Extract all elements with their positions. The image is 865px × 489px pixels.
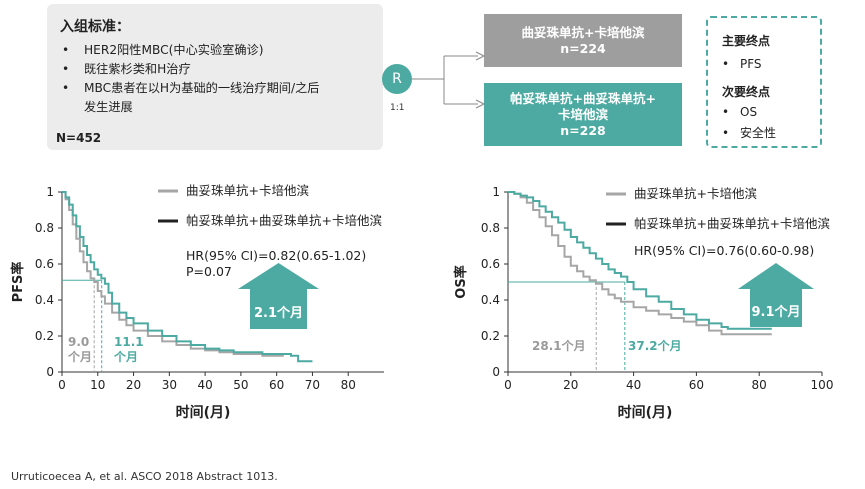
sample-size: N=452 [56,131,102,145]
x-tick-label: 60 [689,378,704,392]
y-axis-title: OS率 [453,265,469,298]
hazard-ratio-text: HR(95% CI)=0.76(0.60-0.98) [634,243,814,258]
x-tick-label: 0 [504,378,512,392]
x-tick-label: 80 [341,378,356,392]
arrowhead-icon [475,99,486,109]
hazard-ratio-text: HR(95% CI)=0.82(0.65-1.02) [186,248,366,263]
randomization-circle: R [382,64,412,94]
criteria-item-continuation: 发生进展 [84,100,133,114]
pfs-chart: 00.20.40.60.810 10 20 30 40 50 60 70 80时间(月)PFS率… [10,183,384,421]
p-value-text: P=0.07 [186,264,232,279]
randomization-connectors [412,51,486,109]
median-unit-label: 个月 [113,349,138,364]
y-tick-label: 0 [46,365,54,379]
randomization-ratio: 1:1 [390,103,405,113]
endpoints-box: 主要终点 • PFS 次要终点 • OS • 安全性 [706,16,822,148]
endpoint-label: 安全性 [740,126,777,140]
reference-text: Urruticoecea A, et al. ASCO 2018 Abstrac… [11,470,278,483]
legend-label: 帕妥珠单抗+曲妥珠单抗+卡培他滨 [186,213,382,228]
os-chart: 0 0.2 0.4 0.6 0.8 1 0 20 40 60 80 100 时间(月) OS率 曲妥珠单抗+… [453,185,833,421]
x-tick-label: 40 [197,378,212,392]
y-tick-label: 1 [46,185,54,199]
arm-trastuzumab-capecitabine: 曲妥珠单抗+卡培他滨 n=224 [484,14,682,67]
criteria-item: 既往紫杉类和H治疗 [60,60,319,79]
primary-endpoint-item: • PFS [722,57,762,71]
y-tick-label: 0.8 [481,221,500,235]
median-value-label: 9.0 [68,335,89,349]
median-value-label: 37.2个月 [628,338,682,353]
up-arrow-icon [238,263,319,329]
bullet-icon: • [722,57,730,71]
difference-label: 9.1个月 [751,304,800,320]
y-tick-label: 0.2 [35,329,54,343]
y-axis-title: PFS率 [10,262,26,303]
y-tick-label: 0.4 [35,293,54,307]
legend-label: 帕妥珠单抗+曲妥珠单抗+卡培他滨 [634,216,830,231]
endpoint-label: PFS [740,57,762,71]
km-curve-treatment [508,191,772,330]
primary-endpoint-title: 主要终点 [722,34,771,48]
median-value-label: 11.1 [114,335,144,349]
y-tick-label: 0.2 [481,329,500,343]
x-tick-label: 60 [269,378,284,392]
y-tick-label: 0.6 [481,257,500,271]
km-curve-treatment [62,191,313,363]
x-tick-label: 30 [162,378,177,392]
y-tick-label: 1 [492,185,500,199]
y-tick-label: 0 [492,365,500,379]
x-tick-label: 80 [752,378,767,392]
difference-label: 2.1个月 [254,305,303,321]
legend-label: 曲妥珠单抗+卡培他滨 [634,186,757,201]
x-tick-label: 10 [90,378,105,392]
x-tick-label: 70 [305,378,320,392]
arm-label: 曲妥珠单抗+卡培他滨 [521,24,645,40]
secondary-endpoint-item: • 安全性 [722,124,776,141]
y-tick-label: 0.8 [35,221,54,235]
inclusion-criteria-box: 入组标准： HER2阳性MBC(中心实验室确诊) 既往紫杉类和H治疗 MBC患者… [47,4,383,150]
criteria-item: MBC患者在以H为基础的一线治疗期间/之后 [60,79,319,98]
criteria-list: HER2阳性MBC(中心实验室确诊) 既往紫杉类和H治疗 MBC患者在以H为基础… [60,41,319,117]
criteria-title: 入组标准： [60,19,130,35]
arrowhead-icon [475,51,486,61]
x-tick-label: 20 [126,378,141,392]
endpoint-label: OS [740,105,758,119]
x-axis-title: 时间(月) [176,404,231,421]
x-tick-label: 100 [811,378,834,392]
x-tick-label: 0 [58,378,66,392]
km-curve-control [508,191,772,336]
bullet-icon: • [722,126,730,140]
x-tick-label: 50 [233,378,248,392]
arm-pertuzumab-trastuzumab-capecitabine: 帕妥珠单抗+曲妥珠单抗+ 卡培他滨 n=228 [484,83,682,146]
x-axis-title: 时间(月) [618,404,673,421]
secondary-endpoint-item: • OS [722,105,757,119]
secondary-endpoint-title: 次要终点 [722,85,771,99]
arm-n: n=228 [560,122,606,138]
arm-label: 帕妥珠单抗+曲妥珠单抗+ [510,90,656,106]
legend-label: 曲妥珠单抗+卡培他滨 [186,183,309,198]
x-tick-label: 20 [563,378,578,392]
arm-n: n=224 [560,40,606,56]
arm-label-line2: 卡培他滨 [557,106,608,122]
criteria-item: HER2阳性MBC(中心实验室确诊) [60,41,319,60]
y-tick-label: 0.6 [35,257,54,271]
km-curve-control [62,191,284,357]
x-tick-label: 40 [626,378,641,392]
median-value-label: 28.1个月 [532,338,586,353]
y-tick-label: 0.4 [481,293,500,307]
up-arrow-icon [738,263,814,327]
bullet-icon: • [722,105,730,119]
median-unit-label: 个月 [67,349,92,364]
